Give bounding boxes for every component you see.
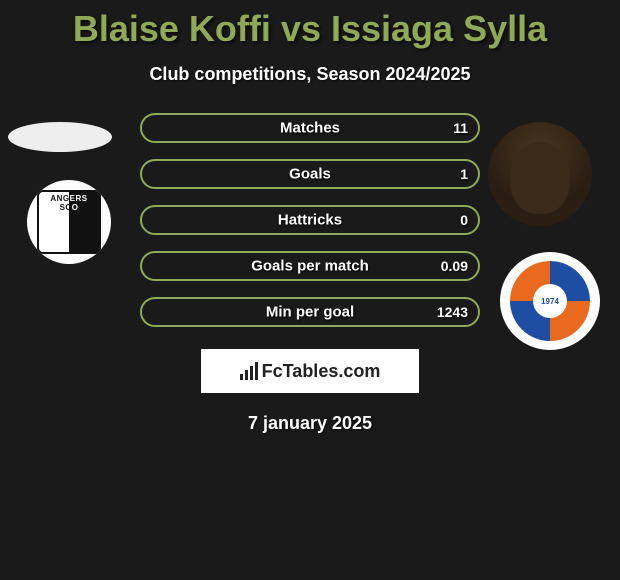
angers-sub-b: O: [72, 203, 79, 212]
player2-face-placeholder: [510, 142, 570, 214]
stat-value-right: 0: [460, 212, 468, 228]
title-player2: Issiaga Sylla: [331, 8, 547, 49]
stat-row: Goals per match 0.09: [140, 251, 480, 281]
bars-icon: [240, 362, 258, 380]
angers-sub-a: SC: [60, 203, 72, 212]
comparison-date: 7 january 2025: [0, 413, 620, 434]
angers-inner: ANGERS SCO: [37, 190, 101, 254]
player2-photo: [488, 122, 592, 226]
mpfc-inner: 1974: [510, 261, 590, 341]
stat-value-right: 1: [460, 166, 468, 182]
stat-label: Matches: [280, 120, 340, 137]
fctables-text: FcTables.com: [262, 361, 381, 382]
stat-label: Hattricks: [278, 212, 342, 229]
stat-row: Hattricks 0: [140, 205, 480, 235]
stat-label: Min per goal: [266, 304, 354, 321]
stat-row: Matches 11: [140, 113, 480, 143]
fctables-box[interactable]: FcTables.com: [201, 349, 419, 393]
stat-row: Min per goal 1243: [140, 297, 480, 327]
title-vs: vs: [281, 8, 321, 49]
angers-text-a: ANG: [50, 194, 69, 203]
stat-label: Goals per match: [251, 258, 369, 275]
club-badge-montpellier: 1974: [500, 252, 600, 350]
comparison-subtitle: Club competitions, Season 2024/2025: [0, 64, 620, 85]
player1-photo: [8, 122, 112, 152]
mpfc-center: 1974: [533, 284, 567, 318]
angers-text: ANGERS: [50, 194, 87, 203]
club-badge-angers: ANGERS SCO: [20, 180, 118, 262]
angers-sub: SCO: [60, 203, 79, 212]
angers-text-b: ERS: [70, 194, 88, 203]
stat-label: Goals: [289, 166, 331, 183]
title-player1: Blaise Koffi: [73, 8, 271, 49]
stat-value-right: 1243: [437, 304, 468, 320]
angers-shield: ANGERS SCO: [27, 180, 111, 264]
stat-value-right: 11: [453, 120, 468, 136]
stat-value-right: 0.09: [441, 258, 468, 274]
stat-row: Goals 1: [140, 159, 480, 189]
comparison-title: Blaise Koffi vs Issiaga Sylla: [0, 0, 620, 50]
